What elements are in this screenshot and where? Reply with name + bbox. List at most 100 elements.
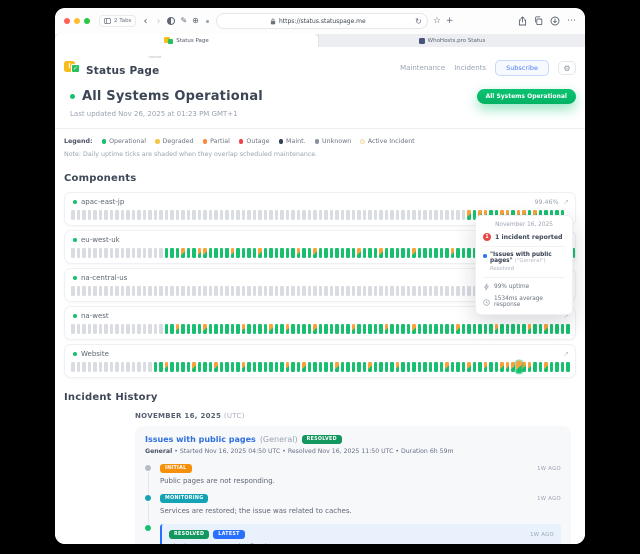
uptime-tick[interactable] (109, 248, 114, 258)
uptime-tick[interactable] (186, 324, 191, 334)
uptime-tick[interactable] (489, 362, 493, 372)
uptime-tick[interactable] (329, 324, 334, 334)
uptime-tick[interactable] (71, 210, 75, 220)
uptime-tick[interactable] (406, 324, 411, 334)
uptime-tick[interactable] (439, 210, 444, 220)
uptime-tick[interactable] (390, 362, 394, 372)
uptime-tick[interactable] (208, 362, 213, 372)
uptime-tick[interactable] (351, 248, 356, 258)
uptime-tick[interactable] (434, 210, 438, 220)
uptime-tick[interactable] (439, 324, 444, 334)
uptime-tick[interactable] (115, 286, 119, 296)
uptime-tick[interactable] (296, 248, 301, 258)
uptime-tick[interactable] (93, 210, 97, 220)
uptime-tick[interactable] (302, 286, 306, 296)
pinned-extension-icon[interactable] (205, 19, 209, 23)
uptime-tick[interactable] (472, 324, 477, 334)
uptime-tick[interactable] (241, 362, 246, 372)
uptime-tick[interactable] (93, 362, 97, 372)
uptime-tick[interactable] (549, 324, 554, 334)
uptime-tick[interactable] (368, 248, 372, 258)
uptime-tick[interactable] (225, 210, 229, 220)
uptime-tick[interactable] (192, 286, 196, 296)
uptime-tick[interactable] (329, 248, 334, 258)
uptime-tick[interactable] (76, 286, 81, 296)
uptime-tick[interactable] (291, 324, 295, 334)
uptime-tick[interactable] (109, 324, 114, 334)
uptime-tick[interactable] (159, 286, 163, 296)
uptime-tick[interactable] (82, 210, 86, 220)
uptime-tick[interactable] (214, 324, 218, 334)
uptime-tick[interactable] (511, 324, 515, 334)
uptime-tick[interactable] (87, 362, 92, 372)
uptime-tick[interactable] (153, 324, 158, 334)
uptime-tick[interactable] (417, 286, 422, 296)
uptime-tick[interactable] (329, 286, 334, 296)
uptime-tick[interactable] (120, 248, 125, 258)
uptime-tick[interactable] (313, 248, 317, 258)
uptime-tick[interactable] (142, 362, 147, 372)
uptime-tick[interactable] (346, 286, 350, 296)
uptime-tick[interactable] (434, 362, 438, 372)
uptime-tick[interactable] (148, 324, 152, 334)
uptime-tick[interactable] (357, 362, 361, 372)
uptime-tick[interactable] (274, 210, 279, 220)
external-link-icon[interactable]: ↗ (563, 350, 569, 358)
uptime-tick[interactable] (456, 286, 460, 296)
uptime-tick[interactable] (461, 286, 466, 296)
uptime-tick[interactable] (192, 324, 196, 334)
uptime-tick[interactable] (423, 362, 427, 372)
uptime-tick[interactable] (373, 362, 378, 372)
uptime-tick[interactable] (126, 248, 130, 258)
uptime-tick[interactable] (566, 362, 570, 372)
uptime-tick[interactable] (384, 248, 389, 258)
uptime-tick[interactable] (296, 362, 301, 372)
uptime-tick[interactable] (456, 248, 460, 258)
uptime-tick[interactable] (302, 324, 306, 334)
uptime-tick[interactable] (467, 210, 471, 220)
uptime-tick[interactable] (214, 210, 218, 220)
uptime-tick[interactable] (120, 362, 125, 372)
uptime-tick[interactable] (164, 286, 169, 296)
uptime-tick[interactable] (192, 362, 196, 372)
uptime-tick[interactable] (522, 362, 526, 372)
uptime-tick[interactable] (472, 210, 477, 220)
uptime-tick[interactable] (489, 324, 493, 334)
uptime-tick[interactable] (406, 286, 411, 296)
uptime-tick[interactable] (159, 324, 163, 334)
uptime-tick[interactable] (318, 248, 323, 258)
uptime-tick[interactable] (104, 362, 108, 372)
uptime-tick[interactable] (280, 286, 284, 296)
uptime-tick[interactable] (395, 286, 400, 296)
uptime-tick[interactable] (434, 324, 438, 334)
uptime-tick[interactable] (71, 248, 75, 258)
uptime-tick[interactable] (340, 286, 345, 296)
uptime-tick[interactable] (142, 248, 147, 258)
uptime-tick[interactable] (318, 286, 323, 296)
forward-button[interactable]: › (156, 15, 161, 27)
uptime-tick[interactable] (302, 210, 306, 220)
uptime-tick[interactable] (225, 324, 229, 334)
uptime-tick[interactable] (175, 286, 180, 296)
uptime-tick[interactable] (417, 362, 422, 372)
uptime-tick[interactable] (428, 286, 433, 296)
uptime-tick[interactable] (115, 248, 119, 258)
uptime-tick[interactable] (406, 210, 411, 220)
uptime-tick[interactable] (236, 248, 240, 258)
uptime-tick[interactable] (428, 362, 433, 372)
uptime-tick[interactable] (153, 210, 158, 220)
uptime-tick[interactable] (445, 286, 449, 296)
uptime-tick[interactable] (307, 324, 312, 334)
uptime-tick[interactable] (307, 248, 312, 258)
reload-icon[interactable]: ↻ (415, 16, 422, 26)
uptime-tick[interactable] (175, 248, 180, 258)
uptime-tick[interactable] (335, 324, 339, 334)
nav-maintenance-link[interactable]: Maintenance (400, 64, 446, 72)
uptime-tick[interactable] (263, 248, 268, 258)
uptime-tick[interactable] (456, 210, 460, 220)
uptime-tick[interactable] (483, 362, 488, 372)
uptime-tick[interactable] (417, 210, 422, 220)
uptime-tick[interactable] (137, 248, 141, 258)
uptime-tick[interactable] (362, 210, 367, 220)
uptime-tick[interactable] (87, 210, 92, 220)
